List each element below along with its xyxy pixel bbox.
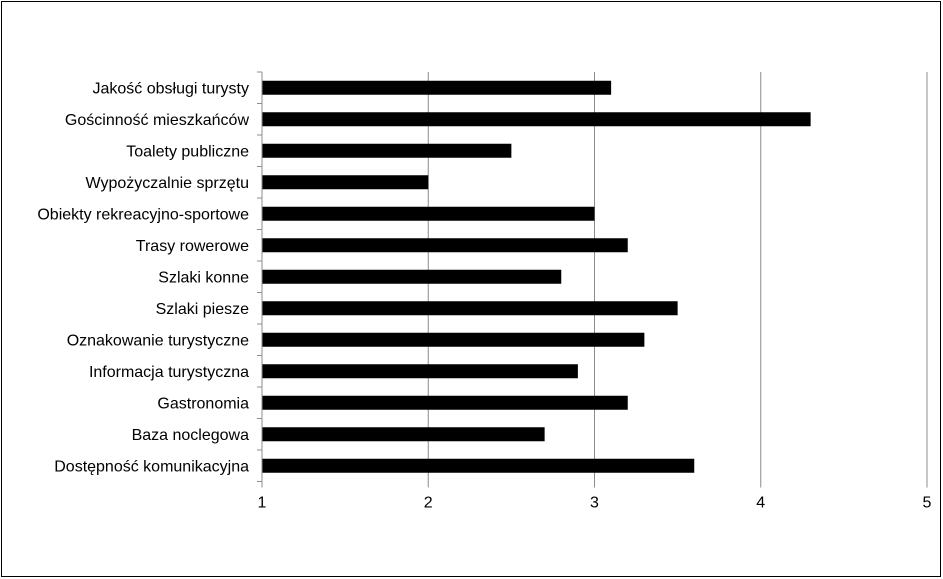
category-label: Trasy rowerowe	[136, 238, 249, 255]
bar	[262, 301, 678, 316]
bar	[262, 458, 695, 473]
category-label: Gościnność mieszkańców	[65, 112, 250, 129]
category-label: Oznakowanie turystyczne	[67, 332, 249, 349]
bar	[262, 364, 578, 379]
y-axis	[257, 71, 263, 488]
bar	[262, 143, 512, 158]
category-label: Baza noclegowa	[132, 427, 250, 444]
x-tick-label: 5	[923, 495, 932, 512]
bar	[262, 238, 628, 253]
bars	[262, 80, 811, 473]
bar	[262, 80, 612, 95]
bar	[262, 332, 645, 347]
category-labels: Jakość obsługi turysty Gościnność mieszka…	[37, 80, 249, 475]
category-label: Toalety publiczne	[126, 143, 249, 160]
x-tick-label: 2	[424, 495, 433, 512]
category-label: Dostępność komunikacyjna	[54, 458, 249, 475]
category-label: Obiekty rekreacyjno-sportowe	[37, 206, 249, 223]
category-label: Gastronomia	[157, 395, 249, 412]
bar	[262, 395, 628, 410]
category-label: Szlaki konne	[158, 269, 249, 286]
category-label: Szlaki piesze	[156, 301, 249, 318]
category-label: Informacja turystyczna	[89, 364, 249, 381]
bar	[262, 175, 429, 190]
x-tick-label: 3	[590, 495, 599, 512]
bar	[262, 206, 595, 221]
x-tick-label: 1	[258, 495, 267, 512]
bar	[262, 427, 545, 442]
bar	[262, 112, 811, 127]
x-tick-labels: 1 2 3 4 5	[258, 495, 932, 512]
x-tick-label: 4	[756, 495, 765, 512]
category-label: Jakość obsługi turysty	[92, 80, 249, 97]
category-label: Wypożyczalnie sprzętu	[86, 175, 249, 192]
bar	[262, 269, 562, 284]
